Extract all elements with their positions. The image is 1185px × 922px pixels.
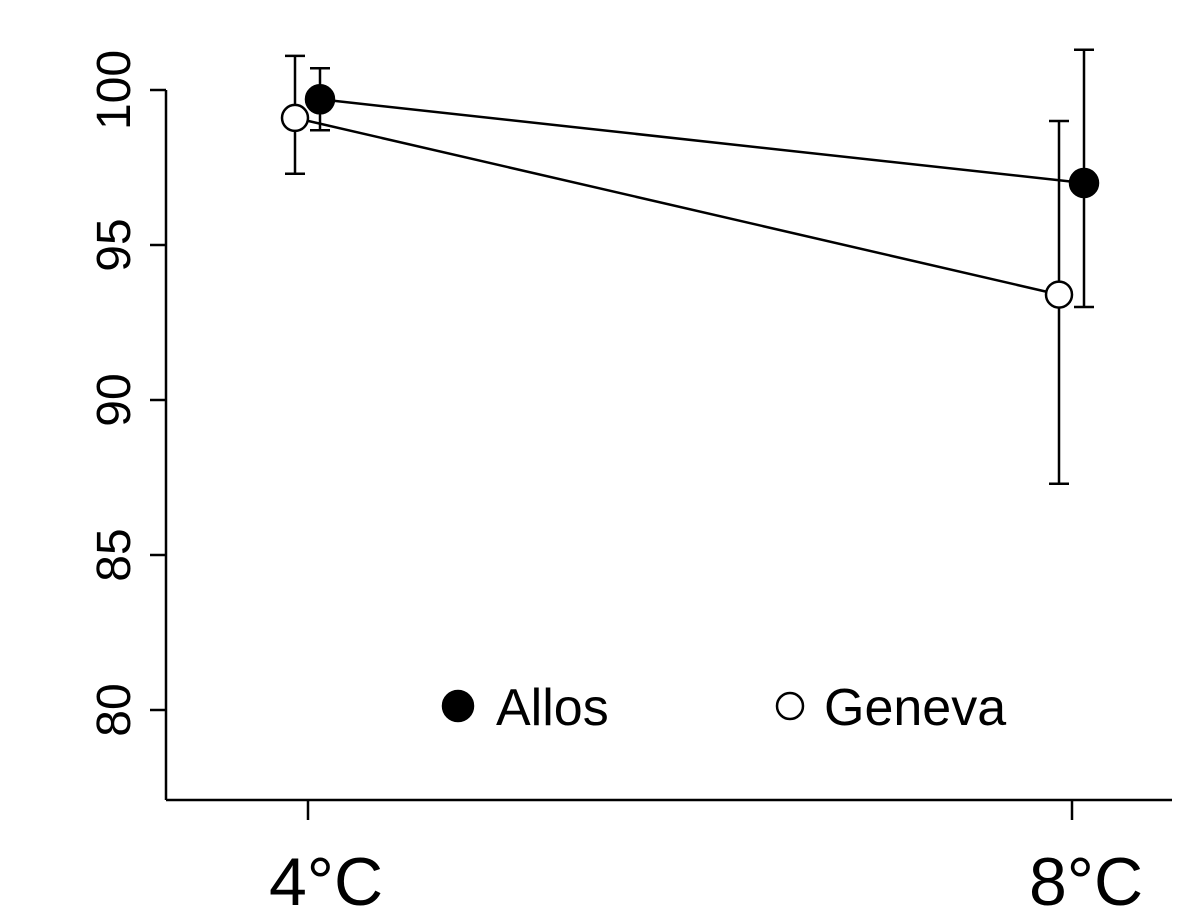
series-line-geneva [295, 118, 1059, 295]
series-line-allos [320, 99, 1084, 183]
legend: Allos Geneva [443, 679, 1006, 737]
data-point-allos [306, 85, 334, 113]
x-ticks: 4°C 8°C [269, 800, 1143, 920]
y-tick-label: 90 [88, 373, 141, 426]
y-tick-label: 95 [88, 218, 141, 271]
y-tick-label: 80 [88, 683, 141, 736]
legend-label-allos: Allos [496, 679, 609, 737]
y-ticks: 80 85 90 95 100 [88, 50, 166, 737]
x-tick-label: 4°C [269, 844, 383, 920]
axes [166, 90, 1172, 800]
data-point-allos [1070, 169, 1098, 197]
legend-marker-geneva [777, 693, 803, 719]
legend-label-geneva: Geneva [824, 679, 1006, 737]
data-point-geneva [1046, 282, 1072, 308]
series-lines [295, 99, 1084, 294]
y-tick-label: 100 [88, 50, 141, 130]
y-tick-label: 85 [88, 528, 141, 581]
error-bars [285, 50, 1094, 484]
legend-marker-allos [443, 691, 473, 721]
x-tick-label: 8°C [1029, 844, 1143, 920]
data-point-geneva [282, 105, 308, 131]
